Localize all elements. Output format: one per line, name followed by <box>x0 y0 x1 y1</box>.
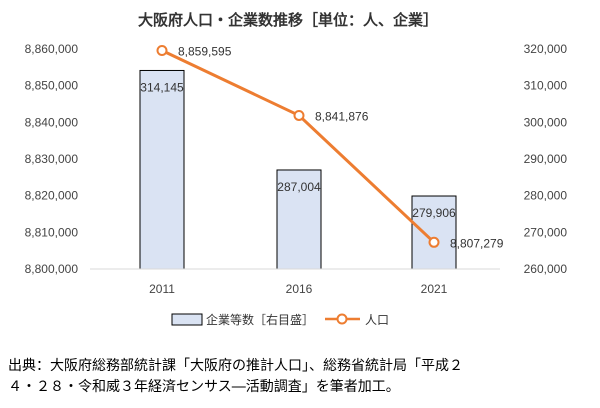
bar <box>276 169 322 270</box>
bar-data-label: 287,004 <box>277 180 321 194</box>
left-tick-label: 8,860,000 <box>25 42 79 56</box>
legend-bar-label: 企業等数［右目盛］ <box>206 312 314 327</box>
left-tick-label: 8,840,000 <box>25 115 79 129</box>
line-series: 8,859,595 8,841,876 8,807,279 <box>156 44 504 250</box>
legend: 企業等数［右目盛］ 人口 <box>171 312 389 327</box>
right-tick-label: 280,000 <box>524 189 568 203</box>
bar <box>139 69 185 270</box>
left-tick-label: 8,810,000 <box>25 225 79 239</box>
bar-data-label: 279,906 <box>412 206 456 220</box>
right-tick-label: 320,000 <box>524 42 568 56</box>
left-tick-label: 8,800,000 <box>25 262 79 276</box>
right-axis: 260,000 270,000 280,000 290,000 300,000 310,0… <box>524 42 568 276</box>
line-point <box>156 44 168 56</box>
right-tick-label: 270,000 <box>524 225 568 239</box>
line-data-label: 8,807,279 <box>450 236 504 250</box>
legend-bar-swatch <box>171 313 203 326</box>
left-tick-label: 8,820,000 <box>25 189 79 203</box>
right-tick-label: 260,000 <box>524 262 568 276</box>
legend-line-label: 人口 <box>365 313 389 327</box>
legend-line-marker <box>336 313 348 325</box>
combo-chart: 大阪府人口・企業数推移［単位：人、企業］ 8,800,0008,810,0008… <box>25 11 568 327</box>
bar <box>411 195 457 270</box>
x-axis: 2011 2016 2021 <box>149 282 448 296</box>
x-tick-label: 2011 <box>149 282 175 296</box>
chart-title: 大阪府人口・企業数推移［単位：人、企業］ <box>138 11 438 29</box>
source-footnote: 出典：大阪府総務部統計課「大阪府の推計人口」、総務省統計局「平成２ ４・２８・令… <box>8 358 463 395</box>
left-tick-label: 8,830,000 <box>25 152 79 166</box>
right-tick-label: 290,000 <box>524 152 568 166</box>
line-data-label: 8,841,876 <box>315 109 369 123</box>
bar-series: 314,145 287,004 279,906 <box>139 69 457 270</box>
right-tick-label: 310,000 <box>524 79 568 93</box>
line-point <box>293 109 305 121</box>
x-tick-label: 2021 <box>421 282 448 296</box>
right-tick-label: 300,000 <box>524 115 568 129</box>
left-tick-label: 8,850,000 <box>25 79 79 93</box>
left-axis: 8,800,000 8,810,000 8,820,000 8,830,000 8,84… <box>25 42 79 276</box>
x-tick-label: 2016 <box>286 282 313 296</box>
line-point <box>428 236 440 248</box>
line-data-label: 8,859,595 <box>178 44 232 58</box>
bar-data-label: 314,145 <box>140 80 184 94</box>
